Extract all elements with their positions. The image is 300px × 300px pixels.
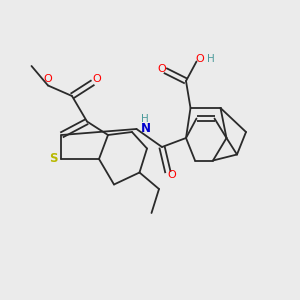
Text: H: H xyxy=(141,113,149,124)
Text: S: S xyxy=(49,152,57,166)
Text: H: H xyxy=(207,54,215,64)
Text: O: O xyxy=(157,64,166,74)
Text: N: N xyxy=(141,122,151,136)
Text: O: O xyxy=(92,74,101,85)
Text: O: O xyxy=(196,54,205,64)
Text: O: O xyxy=(167,170,176,181)
Text: O: O xyxy=(43,74,52,84)
